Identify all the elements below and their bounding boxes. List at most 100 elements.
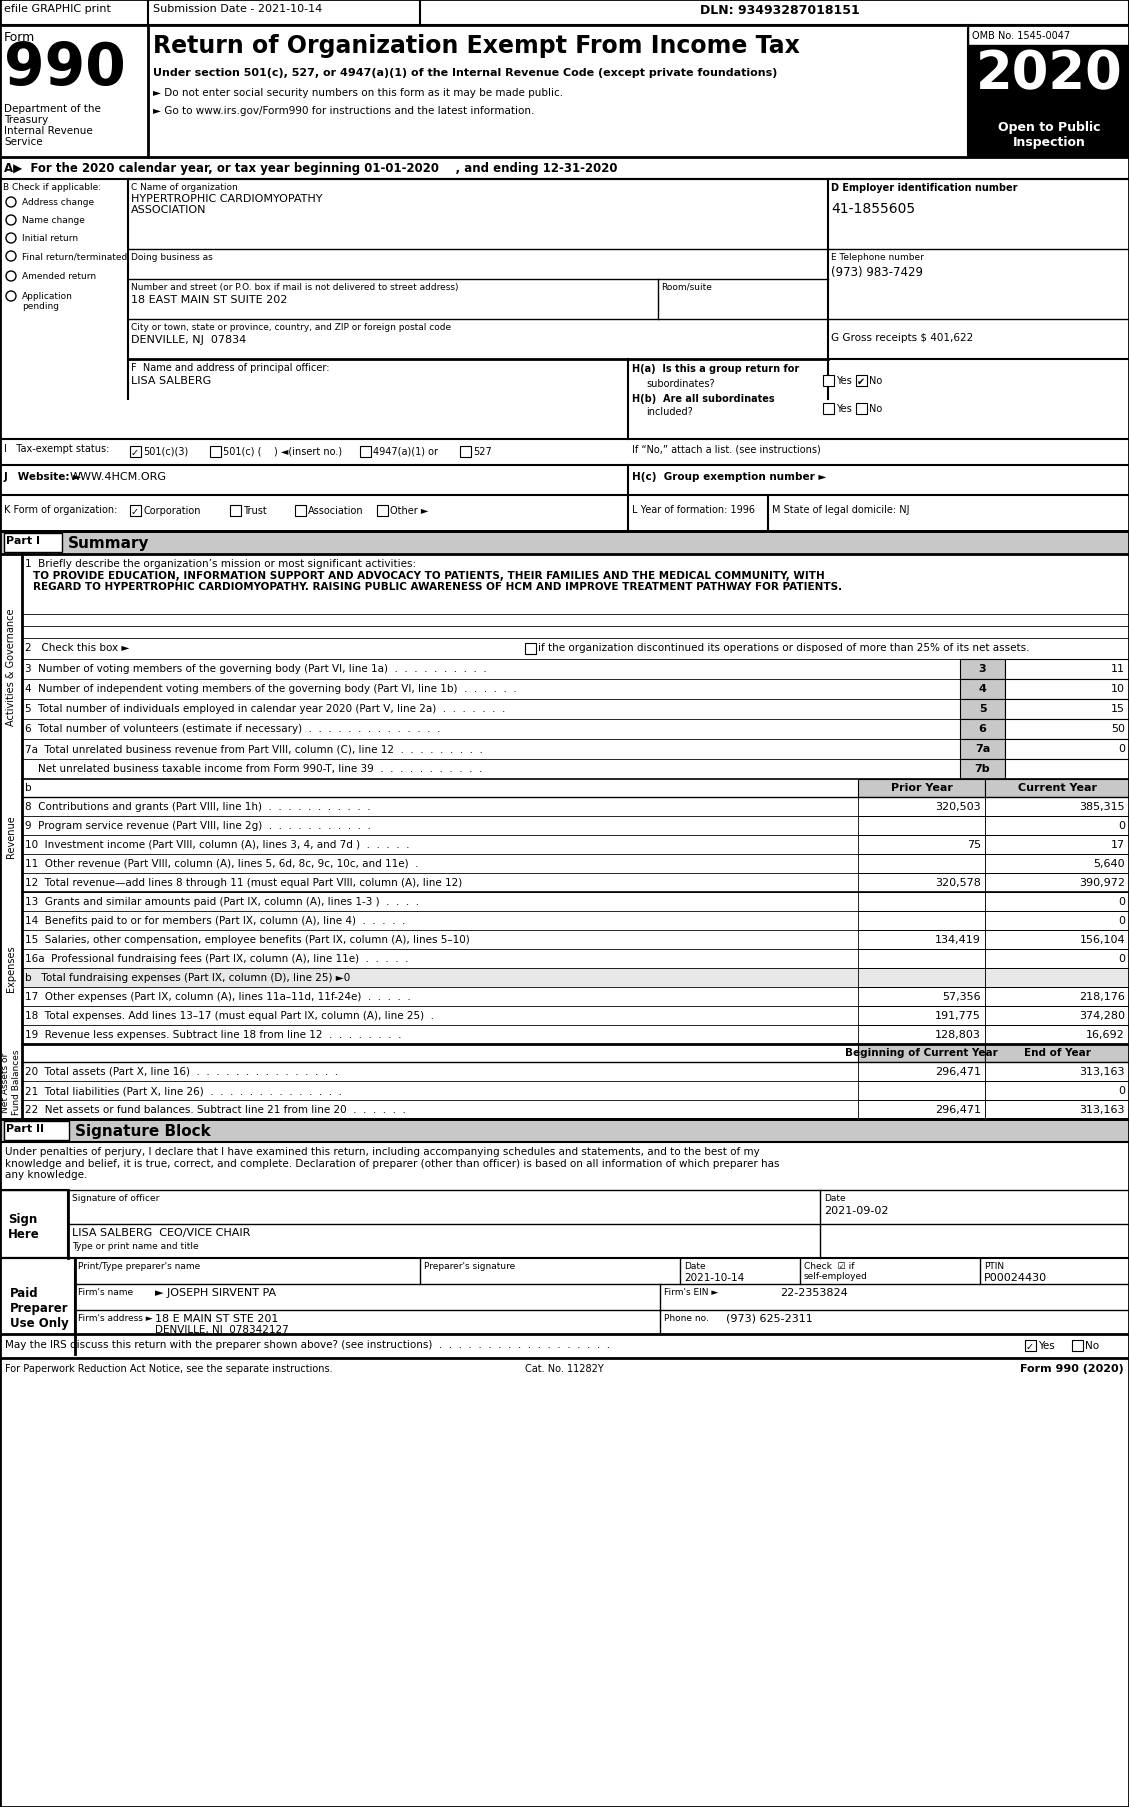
Text: If “No,” attach a list. (see instructions): If “No,” attach a list. (see instruction…	[632, 445, 821, 454]
Text: H(c)  Group exemption number ►: H(c) Group exemption number ►	[632, 472, 826, 482]
Text: 6  Total number of volunteers (estimate if necessary)  .  .  .  .  .  .  .  .  .: 6 Total number of volunteers (estimate i…	[25, 723, 440, 734]
Text: Address change: Address change	[21, 199, 94, 206]
Text: (973) 625-2311: (973) 625-2311	[726, 1314, 813, 1323]
Bar	[984, 949, 1129, 969]
Text: ✔: ✔	[857, 378, 865, 387]
Bar	[858, 893, 984, 911]
Text: ► Go to www.irs.gov/Form990 for instructions and the latest information.: ► Go to www.irs.gov/Form990 for instruct…	[154, 107, 534, 116]
Text: J   Website: ►: J Website: ►	[5, 472, 82, 482]
Text: City or town, state or province, country, and ZIP or foreign postal code: City or town, state or province, country…	[131, 323, 452, 332]
Text: Paid
Preparer
Use Only: Paid Preparer Use Only	[10, 1287, 69, 1330]
Text: Firm's EIN ►: Firm's EIN ►	[664, 1287, 718, 1296]
Text: 218,176: 218,176	[1079, 992, 1124, 1001]
Text: LISA SALBERG: LISA SALBERG	[131, 376, 211, 385]
Text: 11: 11	[1111, 663, 1124, 674]
Text: 17  Other expenses (Part IX, column (A), lines 11a–11d, 11f-24e)  .  .  .  .  .: 17 Other expenses (Part IX, column (A), …	[25, 992, 411, 1001]
Text: No: No	[869, 376, 882, 385]
Text: 10  Investment income (Part VIII, column (A), lines 3, 4, and 7d )  .  .  .  .  : 10 Investment income (Part VIII, column …	[25, 840, 410, 849]
Text: Check  ☑ if
self-employed: Check ☑ if self-employed	[804, 1261, 868, 1281]
Bar	[960, 759, 1005, 779]
Bar	[823, 376, 834, 387]
Bar	[21, 855, 858, 873]
Text: (973) 983-7429: (973) 983-7429	[831, 266, 924, 278]
Text: OMB No. 1545-0047: OMB No. 1545-0047	[972, 31, 1070, 42]
Text: Signature of officer: Signature of officer	[72, 1193, 159, 1202]
Text: ASSOCIATION: ASSOCIATION	[131, 204, 207, 215]
Bar	[960, 679, 1005, 699]
Text: 374,280: 374,280	[1079, 1010, 1124, 1021]
Text: Service: Service	[5, 137, 43, 146]
Bar	[0, 531, 1129, 555]
Bar	[21, 931, 858, 949]
Text: pending: pending	[21, 302, 59, 311]
Bar	[21, 679, 960, 699]
Text: ✓: ✓	[1026, 1341, 1034, 1352]
Text: 501(c)(3): 501(c)(3)	[143, 446, 189, 457]
Bar	[858, 987, 984, 1006]
Text: D Employer identification number: D Employer identification number	[831, 183, 1017, 193]
Text: A▶  For the 2020 calendar year, or tax year beginning 01-01-2020    , and ending: A▶ For the 2020 calendar year, or tax ye…	[5, 163, 618, 175]
Text: Application: Application	[21, 293, 73, 300]
Text: included?: included?	[646, 407, 693, 417]
Bar	[858, 779, 984, 797]
Bar	[858, 797, 984, 817]
Text: 313,163: 313,163	[1079, 1104, 1124, 1115]
Text: 313,163: 313,163	[1079, 1066, 1124, 1077]
Bar	[21, 797, 858, 817]
Text: 2021-10-14: 2021-10-14	[684, 1272, 744, 1283]
Bar	[0, 1142, 1129, 1191]
Text: Name change: Name change	[21, 215, 85, 224]
Bar	[823, 403, 834, 416]
Text: 320,503: 320,503	[935, 802, 981, 811]
Text: PTIN: PTIN	[984, 1261, 1004, 1270]
Bar	[968, 117, 1129, 157]
Text: 57,356: 57,356	[943, 992, 981, 1001]
Text: B Check if applicable:: B Check if applicable:	[3, 183, 102, 192]
Text: Return of Organization Exempt From Income Tax: Return of Organization Exempt From Incom…	[154, 34, 799, 58]
Bar	[800, 1258, 980, 1285]
Text: 2021-09-02: 2021-09-02	[824, 1205, 889, 1216]
Text: Beginning of Current Year: Beginning of Current Year	[846, 1048, 998, 1057]
Text: 22  Net assets or fund balances. Subtract line 21 from line 20  .  .  .  .  .  .: 22 Net assets or fund balances. Subtract…	[25, 1104, 405, 1115]
Bar	[984, 987, 1129, 1006]
Text: Signature Block: Signature Block	[75, 1124, 211, 1138]
Bar	[960, 719, 1005, 739]
Text: 9  Program service revenue (Part VIII, line 2g)  .  .  .  .  .  .  .  .  .  .  .: 9 Program service revenue (Part VIII, li…	[25, 820, 370, 831]
Text: 7a  Total unrelated business revenue from Part VIII, column (C), line 12  .  .  : 7a Total unrelated business revenue from…	[25, 744, 483, 754]
Text: Print/Type preparer's name: Print/Type preparer's name	[78, 1261, 200, 1270]
Bar	[128, 181, 828, 249]
Bar	[984, 1100, 1129, 1119]
Bar	[0, 1119, 1129, 1142]
Text: 0: 0	[1118, 916, 1124, 925]
Bar	[75, 1258, 420, 1285]
Text: 20  Total assets (Part X, line 16)  .  .  .  .  .  .  .  .  .  .  .  .  .  .  .: 20 Total assets (Part X, line 16) . . . …	[25, 1066, 338, 1077]
Text: Other ►: Other ►	[390, 506, 428, 515]
Text: Internal Revenue: Internal Revenue	[5, 126, 93, 136]
Bar	[960, 660, 1005, 679]
Text: 18 EAST MAIN ST SUITE 202: 18 EAST MAIN ST SUITE 202	[131, 295, 288, 305]
Text: 156,104: 156,104	[1079, 934, 1124, 945]
Text: I   Tax-exempt status:: I Tax-exempt status:	[5, 445, 110, 454]
Bar	[858, 817, 984, 835]
Bar	[960, 739, 1005, 759]
Bar	[0, 25, 1129, 157]
Text: ► Do not enter social security numbers on this form as it may be made public.: ► Do not enter social security numbers o…	[154, 89, 563, 98]
Text: C Name of organization: C Name of organization	[131, 183, 238, 192]
Text: 17: 17	[1111, 840, 1124, 849]
Text: 3  Number of voting members of the governing body (Part VI, line 1a)  .  .  .  .: 3 Number of voting members of the govern…	[25, 663, 487, 674]
Text: Cat. No. 11282Y: Cat. No. 11282Y	[525, 1362, 603, 1373]
Bar	[968, 25, 1129, 157]
Text: Summary: Summary	[68, 535, 149, 551]
Text: Open to Public
Inspection: Open to Public Inspection	[998, 121, 1101, 148]
Bar	[68, 1191, 1129, 1225]
Text: Phone no.: Phone no.	[664, 1314, 709, 1323]
Bar	[210, 446, 221, 457]
Text: Part II: Part II	[6, 1124, 44, 1133]
Bar	[75, 1285, 660, 1310]
Text: 41-1855605: 41-1855605	[831, 202, 916, 215]
Text: 0: 0	[1118, 896, 1124, 907]
Bar	[984, 931, 1129, 949]
Text: 21  Total liabilities (Part X, line 26)  .  .  .  .  .  .  .  .  .  .  .  .  .  : 21 Total liabilities (Part X, line 26) .…	[25, 1086, 342, 1095]
Bar	[68, 1225, 1129, 1258]
Text: Corporation: Corporation	[143, 506, 201, 515]
